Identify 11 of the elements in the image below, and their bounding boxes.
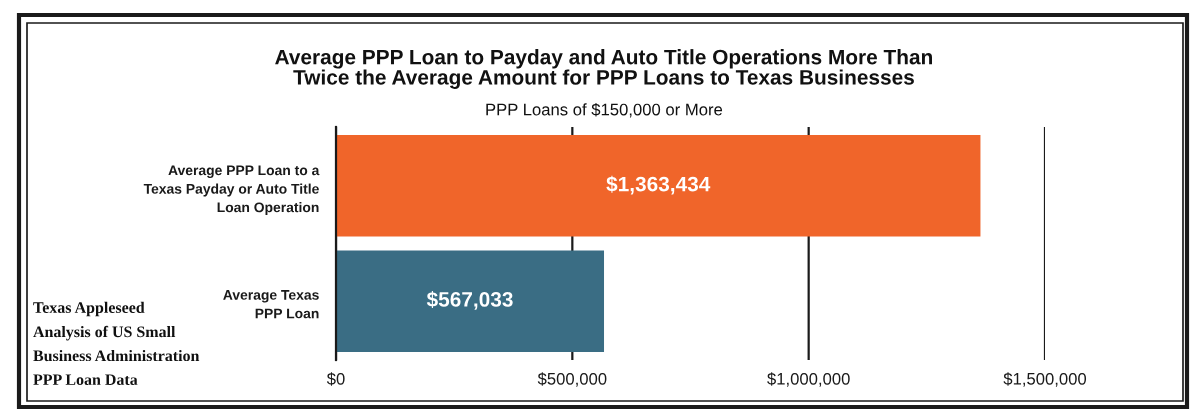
chart-subtitle: PPP Loans of $150,000 or More [486,102,723,118]
x-tick-label: $1,000,000 [767,372,850,387]
y-tick-label: Average Texas PPP Loan [223,290,319,319]
x-tick-label: $0 [326,372,345,386]
x-tick-label: $500,000 [537,372,607,387]
data-label: $1,363,434 [606,175,711,195]
chart-title: Average PPP Loan to Payday and Auto Title Operations More Than Twice the Average Amount for PPP Loans to Texas Businesses [275,49,932,89]
y-tick-label: Average PPP Loan to a Texas Payday or Auto Title Loan Operation [143,165,320,215]
x-tick-label: $1,500,000 [1003,372,1087,387]
data-label: $567,033 [426,291,513,310]
text: Texas Appleseed Analysis of US Small Business Administration PPP Loan Data [33,301,200,386]
